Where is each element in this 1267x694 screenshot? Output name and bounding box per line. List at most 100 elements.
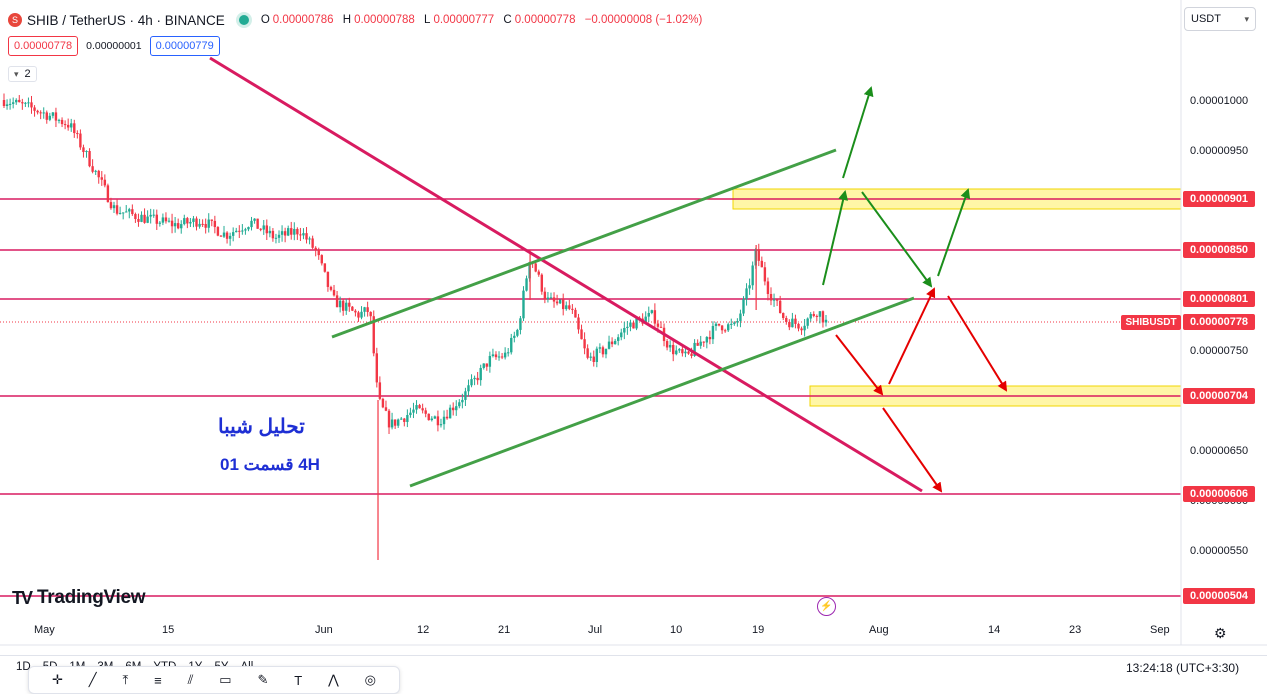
trend-line-icon[interactable]: ╱	[88, 672, 97, 687]
candle-body	[436, 416, 440, 426]
candle-body	[693, 342, 696, 356]
range-button-1d[interactable]: 1D	[16, 661, 31, 673]
tradingview-watermark[interactable]: TV TradingView	[12, 587, 146, 608]
buy-button[interactable]: 0.00000779	[149, 36, 220, 56]
candle	[595, 346, 599, 368]
candle	[714, 321, 718, 331]
candle-body	[757, 249, 760, 261]
candle-body	[586, 348, 589, 358]
candle	[430, 416, 434, 422]
channel-icon[interactable]: ⫽	[187, 672, 194, 687]
candle-body	[244, 229, 247, 231]
candle	[222, 225, 226, 239]
candle-body	[806, 318, 809, 326]
candle-body	[366, 307, 369, 312]
candle-body	[115, 205, 119, 214]
sell-button[interactable]: 0.00000778	[8, 36, 79, 56]
clock[interactable]: 13:24:18 (UTC+3:30)	[1126, 661, 1240, 675]
text-icon[interactable]: T	[294, 672, 303, 688]
candle-body	[785, 317, 788, 322]
level-price-badge: 0.00000901	[1183, 191, 1255, 207]
candle	[403, 417, 406, 427]
candle-body	[103, 179, 107, 186]
candle-body	[736, 321, 739, 323]
candle-body	[323, 263, 327, 272]
crosshair-icon[interactable]: ✛	[51, 672, 63, 687]
candle	[85, 150, 88, 158]
cursor-icon[interactable]: ⤒	[122, 672, 129, 687]
rectangle-icon[interactable]: ▭	[219, 672, 232, 687]
symbol-title[interactable]: SHIB / TetherUS · 4h · BINANCE	[27, 12, 225, 28]
candle-body	[335, 295, 339, 308]
candle-body	[549, 297, 553, 299]
candle	[592, 350, 595, 367]
candle	[708, 330, 712, 345]
candle-body	[326, 271, 330, 287]
candle-body	[766, 281, 770, 294]
candle	[794, 314, 797, 329]
candle	[189, 218, 192, 228]
candle-body	[769, 293, 773, 301]
candle	[766, 277, 770, 301]
candle	[152, 209, 155, 218]
candle	[345, 298, 348, 315]
candle-body	[656, 323, 660, 327]
candle	[51, 112, 55, 119]
candle-body	[390, 419, 394, 428]
brush-icon[interactable]: ✎	[257, 672, 269, 687]
candle	[629, 319, 632, 332]
candle	[390, 412, 394, 430]
candle-body	[635, 317, 638, 329]
date-tick-label: 14	[988, 624, 1001, 636]
candle-body	[717, 323, 721, 326]
candle	[5, 99, 9, 110]
candle-body	[112, 205, 116, 209]
candle	[751, 261, 754, 290]
candle-body	[503, 352, 507, 358]
candle-body	[329, 286, 333, 290]
indicators-toggle[interactable]: ▾ 2	[8, 66, 37, 82]
candle	[317, 247, 320, 260]
candle-body	[772, 299, 776, 301]
candle-body	[644, 316, 647, 324]
candle-body	[33, 107, 36, 111]
candle	[730, 318, 733, 330]
fib-icon[interactable]: ≡	[154, 672, 162, 688]
candle-body	[778, 300, 782, 313]
market-status-icon[interactable]	[238, 15, 249, 25]
bearish-arrow	[888, 287, 936, 385]
date-tick-label: Aug	[869, 624, 889, 636]
candle-body	[183, 218, 186, 225]
candle-body	[63, 124, 67, 126]
lightning-icon[interactable]: ⚡	[817, 597, 836, 616]
candle-body	[11, 102, 15, 104]
candle	[696, 339, 699, 346]
candle	[782, 312, 785, 321]
candle	[225, 231, 229, 244]
price-tick-label: 0.00000650	[1190, 445, 1248, 457]
candle	[519, 315, 522, 335]
candle-body	[201, 223, 204, 225]
candle	[785, 315, 788, 325]
pattern-icon[interactable]: ⋀	[328, 672, 339, 687]
candle-body	[375, 353, 379, 383]
candle-body	[610, 341, 614, 345]
candle	[268, 226, 272, 238]
candle-body	[604, 348, 608, 355]
date-tick-label: 10	[670, 624, 683, 636]
prediction-icon[interactable]: ◎	[364, 672, 377, 687]
candle-body	[510, 337, 513, 353]
currency-select[interactable]: USDT ▾	[1184, 7, 1256, 31]
candle-body	[143, 214, 146, 223]
candle	[400, 417, 403, 420]
candle	[479, 364, 482, 386]
candle-body	[305, 233, 308, 240]
candle	[739, 309, 742, 328]
gear-icon[interactable]: ⚙	[1214, 625, 1227, 641]
bearish-arrow	[947, 295, 1008, 392]
candle-body	[302, 233, 305, 236]
candle-body	[27, 102, 30, 104]
candle	[94, 169, 97, 175]
